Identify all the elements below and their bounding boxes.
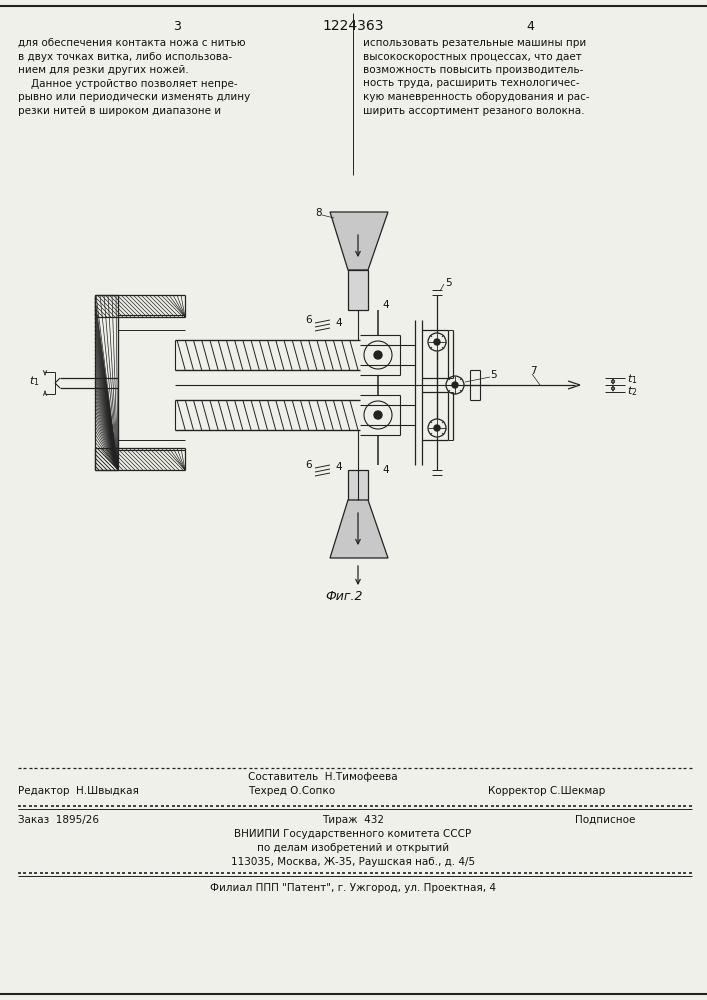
Text: использовать резательные машины при: использовать резательные машины при (363, 38, 586, 48)
Text: для обеспечения контакта ножа с нитью: для обеспечения контакта ножа с нитью (18, 38, 245, 48)
Text: Тираж  432: Тираж 432 (322, 815, 384, 825)
Text: 4: 4 (335, 318, 341, 328)
Text: рывно или периодически изменять длину: рывно или периодически изменять длину (18, 92, 250, 102)
Text: Редактор  Н.Швыдкая: Редактор Н.Швыдкая (18, 786, 139, 796)
Text: ВНИИПИ Государственного комитета СССР: ВНИИПИ Государственного комитета СССР (235, 829, 472, 839)
Text: $t_1$: $t_1$ (29, 374, 40, 388)
Text: 3: 3 (173, 20, 181, 33)
Text: 1224363: 1224363 (322, 19, 384, 33)
Text: Корректор С.Шекмар: Корректор С.Шекмар (488, 786, 605, 796)
Circle shape (434, 425, 440, 431)
Circle shape (434, 339, 440, 345)
Text: возможность повысить производитель-: возможность повысить производитель- (363, 65, 583, 75)
Text: $t_2$: $t_2$ (627, 384, 638, 398)
Text: Филиал ППП "Патент", г. Ужгород, ул. Проектная, 4: Филиал ППП "Патент", г. Ужгород, ул. Про… (210, 883, 496, 893)
Text: 6: 6 (305, 460, 312, 470)
Text: 4: 4 (382, 300, 389, 310)
Text: кую маневренность оборудования и рас-: кую маневренность оборудования и рас- (363, 92, 590, 102)
Text: 113035, Москва, Ж-35, Раушская наб., д. 4/5: 113035, Москва, Ж-35, Раушская наб., д. … (231, 857, 475, 867)
Text: Подписное: Подписное (575, 815, 636, 825)
Text: по делам изобретений и открытий: по делам изобретений и открытий (257, 843, 449, 853)
Circle shape (374, 411, 382, 419)
Text: 8: 8 (315, 208, 322, 218)
Text: 5: 5 (445, 278, 452, 288)
Text: $t_1$: $t_1$ (627, 372, 638, 386)
Text: Фиг.2: Фиг.2 (325, 590, 363, 603)
Text: нием для резки других ножей.: нием для резки других ножей. (18, 65, 189, 75)
Text: 5: 5 (490, 370, 496, 380)
Text: высокоскоростных процессах, что дает: высокоскоростных процессах, что дает (363, 51, 582, 62)
Text: 7: 7 (530, 366, 537, 376)
Text: ширить ассортимент резаного волокна.: ширить ассортимент резаного волокна. (363, 105, 585, 115)
Text: 4: 4 (382, 465, 389, 475)
Polygon shape (330, 500, 388, 558)
Text: в двух точках витка, либо использова-: в двух точках витка, либо использова- (18, 51, 232, 62)
Bar (348, 470, 368, 500)
Text: ность труда, расширить технологичес-: ность труда, расширить технологичес- (363, 79, 580, 89)
Text: Составитель  Н.Тимофеева: Составитель Н.Тимофеева (248, 772, 397, 782)
Text: Данное устройство позволяет непре-: Данное устройство позволяет непре- (18, 79, 238, 89)
Text: резки нитей в широком диапазоне и: резки нитей в широком диапазоне и (18, 105, 221, 115)
Bar (348, 270, 368, 310)
Text: 6: 6 (305, 315, 312, 325)
Text: Заказ  1895/26: Заказ 1895/26 (18, 815, 99, 825)
Circle shape (374, 351, 382, 359)
Text: Техред О.Сопко: Техред О.Сопко (248, 786, 335, 796)
Text: 4: 4 (335, 462, 341, 472)
Circle shape (452, 382, 458, 388)
Text: 4: 4 (526, 20, 534, 33)
Polygon shape (330, 212, 388, 270)
